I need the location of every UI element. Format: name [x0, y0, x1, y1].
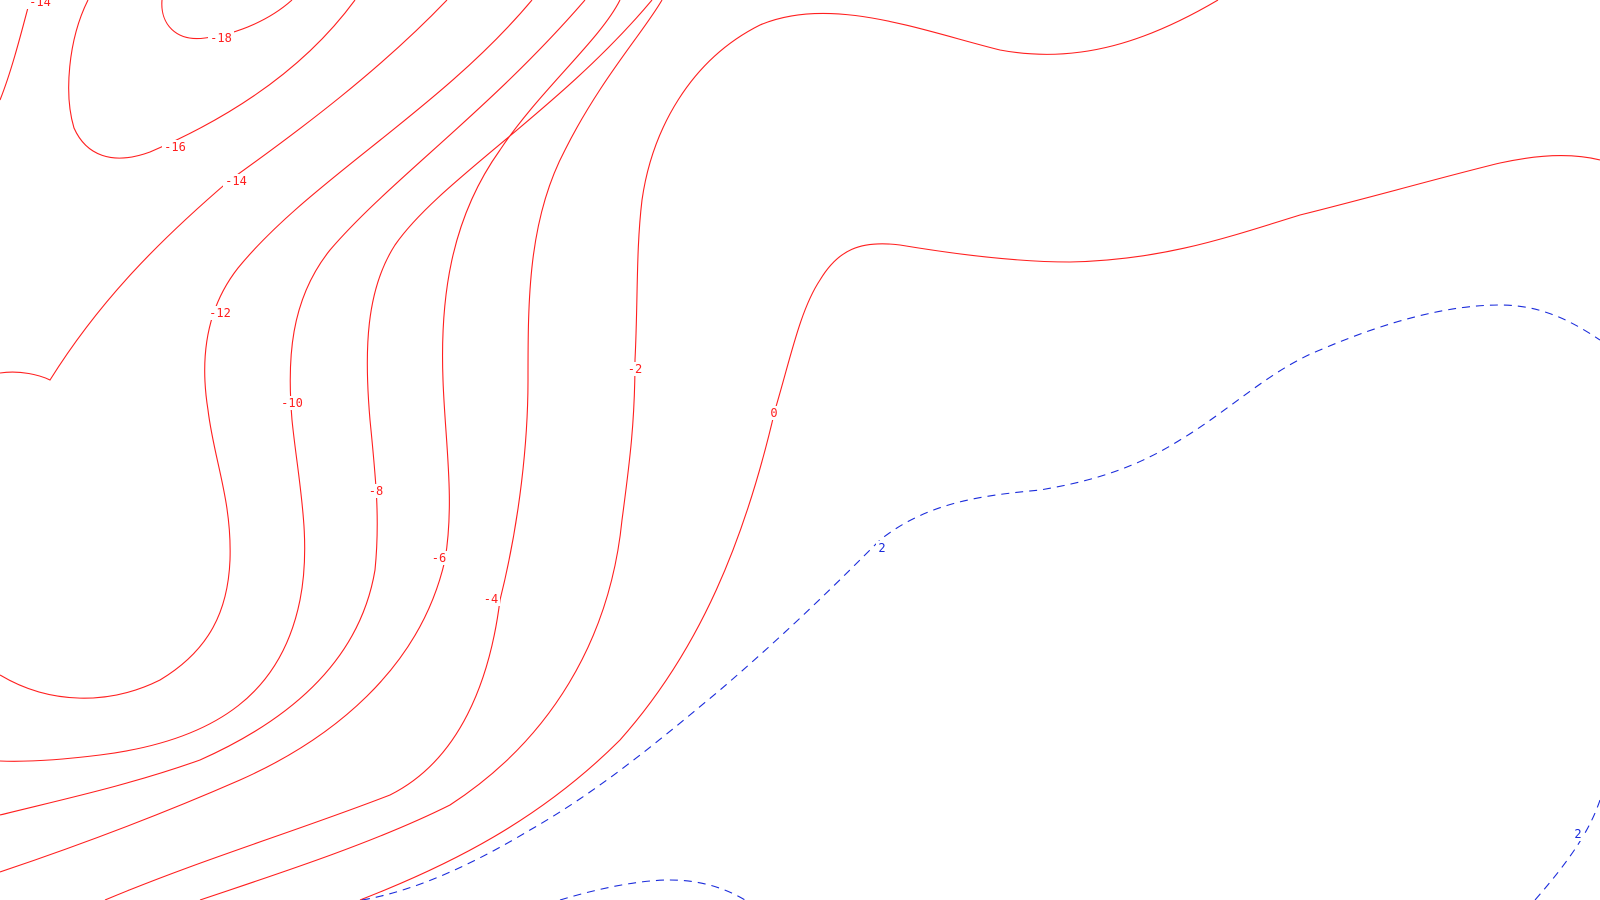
label-minus-8: -8 — [367, 484, 385, 498]
svg-text:-10: -10 — [281, 396, 303, 410]
isoline-minus-8 — [0, 0, 653, 816]
isoline-minus-10 — [0, 0, 586, 762]
label-minus-2: -2 — [626, 362, 644, 376]
isoline-minus-14 — [0, 0, 31, 101]
isoline-minus-14-b — [0, 0, 448, 381]
label-minus-4: -4 — [482, 592, 500, 606]
isoline-minus-16 — [68, 0, 356, 159]
label-minus-6: -6 — [430, 551, 448, 565]
isoline-plus-2-c — [1534, 799, 1600, 900]
label-minus-12: -12 — [207, 306, 233, 320]
svg-text:-16: -16 — [164, 140, 186, 154]
svg-text:-14: -14 — [29, 0, 51, 9]
label-minus-16: -16 — [162, 140, 188, 154]
label-minus-14: -14 — [223, 174, 249, 188]
label-plus-2: 2 — [876, 541, 888, 555]
svg-text:-4: -4 — [484, 592, 498, 606]
isoline-minus-6 — [0, 0, 621, 873]
isoline-plus-2 — [361, 304, 1600, 900]
isoline-zero — [359, 154, 1600, 900]
label-plus-2-corner: 2 — [1572, 827, 1584, 841]
contour-labels: -18 -16 -14 -14 -12 -10 -8 -6 — [27, 0, 1584, 841]
svg-text:-8: -8 — [369, 484, 383, 498]
isoline-minus-18 — [161, 0, 293, 40]
svg-text:2: 2 — [878, 541, 885, 555]
svg-text:0: 0 — [770, 406, 777, 420]
svg-text:2: 2 — [1574, 827, 1581, 841]
label-minus-18: -18 — [208, 31, 234, 45]
svg-text:-6: -6 — [432, 551, 446, 565]
isoline-minus-4 — [104, 0, 663, 900]
label-zero: 0 — [768, 406, 780, 420]
svg-text:-18: -18 — [210, 31, 232, 45]
isoline-minus-12 — [0, 0, 533, 699]
isoline-plus-2-b — [559, 879, 746, 900]
label-minus-14-top: -14 — [27, 0, 53, 9]
svg-text:-2: -2 — [628, 362, 642, 376]
svg-text:-12: -12 — [209, 306, 231, 320]
svg-text:-14: -14 — [225, 174, 247, 188]
label-minus-10: -10 — [279, 396, 305, 410]
isoline-minus-2 — [199, 0, 1219, 900]
